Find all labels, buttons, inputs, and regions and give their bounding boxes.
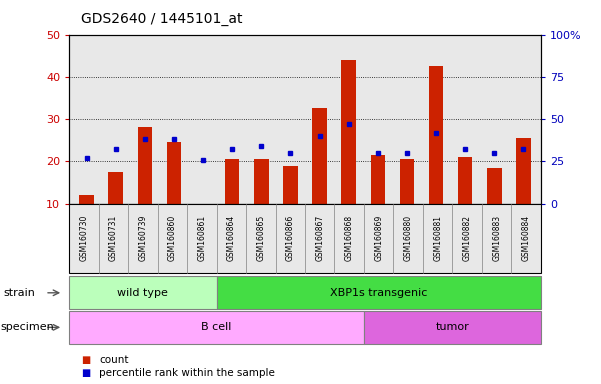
Text: ■: ■ (81, 355, 90, 365)
Bar (429, 66, 444, 204)
Text: GSM160869: GSM160869 (374, 215, 383, 261)
Text: GSM160731: GSM160731 (109, 215, 118, 261)
Bar (487, 167, 502, 204)
Bar (166, 142, 182, 204)
Text: ■: ■ (81, 368, 90, 378)
Text: GSM160882: GSM160882 (463, 215, 472, 261)
Bar (283, 166, 297, 204)
Text: strain: strain (3, 288, 35, 298)
Text: GSM160883: GSM160883 (492, 215, 501, 261)
Text: tumor: tumor (436, 322, 469, 333)
Text: GSM160860: GSM160860 (168, 215, 177, 261)
Bar (516, 138, 531, 204)
Bar (138, 127, 152, 204)
Bar (254, 159, 269, 204)
Text: GSM160864: GSM160864 (227, 215, 236, 261)
Text: GSM160865: GSM160865 (256, 215, 265, 261)
Bar (313, 109, 327, 204)
Text: count: count (99, 355, 129, 365)
Text: GSM160730: GSM160730 (79, 215, 88, 261)
Text: wild type: wild type (117, 288, 168, 298)
Bar (341, 60, 356, 204)
Bar (79, 195, 94, 204)
Text: XBP1s transgenic: XBP1s transgenic (330, 288, 427, 298)
Text: specimen: specimen (1, 322, 54, 333)
Text: GSM160881: GSM160881 (433, 215, 442, 261)
Text: GSM160884: GSM160884 (522, 215, 531, 261)
Bar (400, 159, 414, 204)
Bar (371, 155, 385, 204)
Text: percentile rank within the sample: percentile rank within the sample (99, 368, 275, 378)
Text: GSM160861: GSM160861 (197, 215, 206, 261)
Bar (108, 172, 123, 204)
Text: GSM160739: GSM160739 (138, 215, 147, 261)
Text: GSM160868: GSM160868 (345, 215, 354, 261)
Bar (458, 157, 472, 204)
Text: B cell: B cell (201, 322, 232, 333)
Text: GSM160880: GSM160880 (404, 215, 413, 261)
Bar (225, 159, 239, 204)
Text: GDS2640 / 1445101_at: GDS2640 / 1445101_at (81, 12, 243, 25)
Text: GSM160867: GSM160867 (316, 215, 325, 261)
Text: GSM160866: GSM160866 (285, 215, 294, 261)
